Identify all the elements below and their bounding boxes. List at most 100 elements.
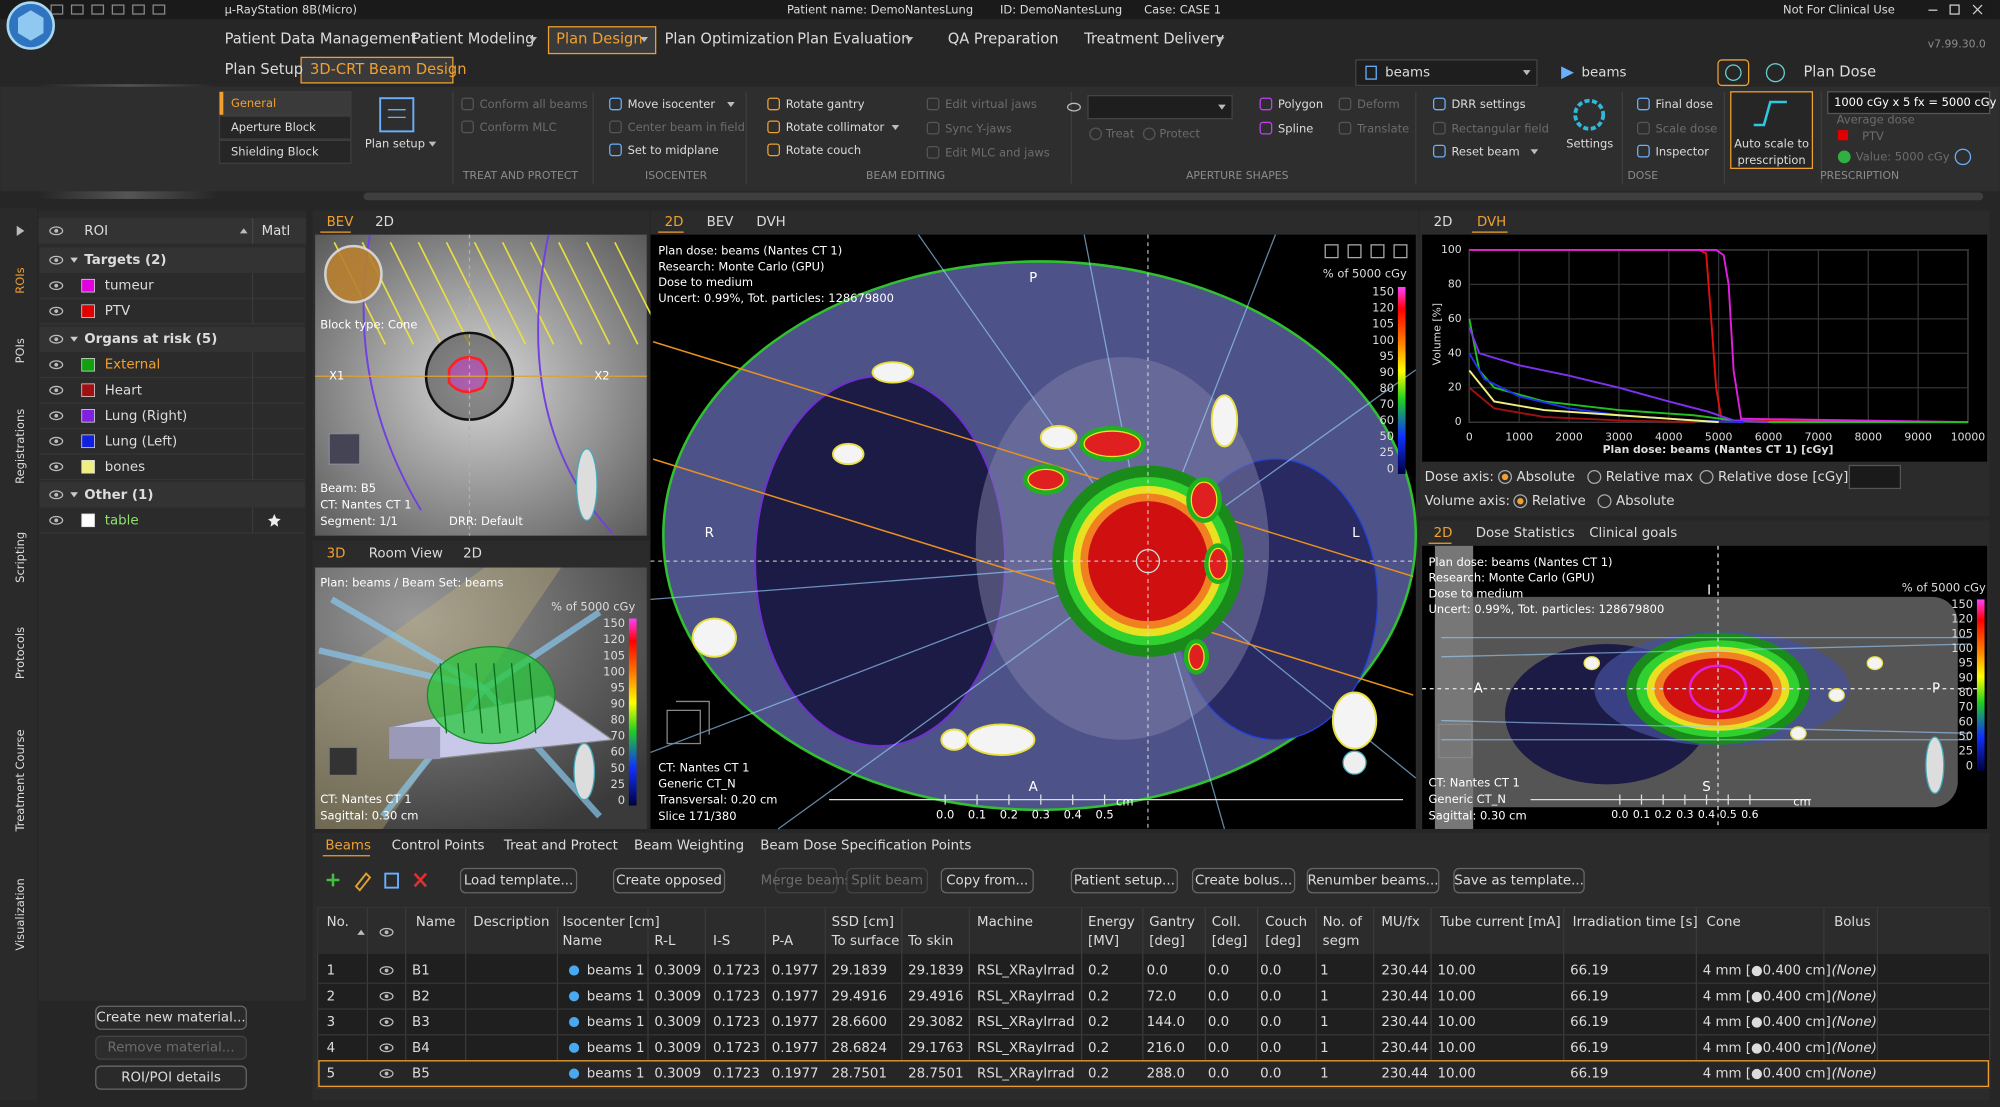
ribbon-tab[interactable]: Aperture Block <box>231 120 316 134</box>
ribbon-command[interactable]: Spline <box>1278 121 1313 135</box>
view-tab[interactable]: Clinical goals <box>1589 526 1677 541</box>
view-tab[interactable]: DVH <box>1477 215 1506 230</box>
button-label[interactable]: Renumber beams... <box>1308 874 1439 889</box>
auto-scale-label[interactable]: Auto scale to <box>1734 137 1809 151</box>
column-header[interactable]: Isocenter [cm] <box>563 915 660 930</box>
view-tab[interactable]: 2D <box>665 215 684 230</box>
roi-name[interactable]: Lung (Right) <box>105 409 188 424</box>
view-tab[interactable]: BEV <box>327 215 355 230</box>
button-label[interactable]: Save as template... <box>1454 874 1584 889</box>
button-label[interactable]: Create opposed <box>616 874 722 889</box>
menu-item[interactable]: QA Preparation <box>948 31 1059 48</box>
button-label[interactable]: Copy from... <box>946 874 1028 889</box>
column-header[interactable]: Tube current [mA] <box>1439 915 1561 930</box>
table-cell[interactable]: 4 <box>327 1041 336 1056</box>
table-cell[interactable]: 1 <box>327 964 336 979</box>
menu-item[interactable]: Plan Design <box>556 31 642 48</box>
ribbon-tab[interactable]: Shielding Block <box>231 144 319 158</box>
side-tab[interactable]: POIs <box>13 338 27 363</box>
ribbon-command[interactable]: Rotate collimator <box>786 120 885 134</box>
roi-name[interactable]: External <box>105 358 161 373</box>
menu-item[interactable]: Plan Evaluation <box>797 31 910 48</box>
menu-item[interactable]: Patient Data Management <box>225 31 417 48</box>
roi-group-label[interactable]: Other (1) <box>84 488 153 503</box>
table-cell[interactable]: 5 <box>327 1067 336 1082</box>
ribbon-command[interactable]: Settings <box>1566 137 1613 151</box>
column-header[interactable]: Description <box>473 915 549 930</box>
view-tab[interactable]: Dose Statistics <box>1476 526 1575 541</box>
view-tab[interactable]: Room View <box>369 547 443 562</box>
view-tab[interactable]: 2D <box>1434 215 1453 230</box>
column-header[interactable]: Gantry <box>1149 915 1195 930</box>
volume-axis-option[interactable]: Relative <box>1532 494 1586 509</box>
roi-group-label[interactable]: Organs at risk (5) <box>84 332 217 347</box>
button-label[interactable]: Load template... <box>464 874 573 889</box>
roi-name[interactable]: tumeur <box>105 279 154 294</box>
dose-selector[interactable]: Plan Dose <box>1803 64 1876 81</box>
beam-set-selector[interactable]: beams <box>1582 66 1627 81</box>
column-header[interactable]: Bolus <box>1834 915 1871 930</box>
ribbon-command[interactable]: Inspector <box>1656 144 1710 158</box>
ribbon-command[interactable]: Rotate gantry <box>786 97 865 111</box>
side-tab[interactable]: Scripting <box>13 532 27 583</box>
column-header[interactable]: SSD [cm] <box>832 915 894 930</box>
view-tab[interactable]: 2D <box>1434 526 1453 541</box>
table-cell[interactable]: 2 <box>327 989 336 1004</box>
ribbon-command[interactable]: Final dose <box>1656 97 1713 111</box>
view-tab[interactable]: DVH <box>756 215 785 230</box>
side-tab[interactable]: Registrations <box>13 409 27 484</box>
view-tab[interactable]: Beam Weighting <box>634 839 744 854</box>
plan-setup-button[interactable]: Plan setup <box>365 137 425 151</box>
view-tab[interactable]: 3D <box>327 547 346 562</box>
submenu-item[interactable]: Plan Setup <box>225 61 304 78</box>
column-header[interactable]: Machine <box>977 915 1033 930</box>
view-tab[interactable]: Treat and Protect <box>503 839 618 854</box>
ribbon-command[interactable]: Move isocenter <box>628 97 716 111</box>
column-header[interactable]: Couch <box>1265 915 1307 930</box>
button-label[interactable]: Create new material... <box>96 1011 245 1026</box>
column-header[interactable]: Coll. <box>1212 915 1241 930</box>
column-header[interactable]: Name <box>416 915 455 930</box>
side-tab[interactable]: ROIs <box>13 267 27 293</box>
menu-item[interactable]: Treatment Delivery <box>1083 31 1224 48</box>
plan-selector[interactable]: beams <box>1385 66 1430 81</box>
ribbon-command[interactable]: Polygon <box>1278 97 1323 111</box>
side-tab[interactable]: Visualization <box>13 878 27 950</box>
roi-name[interactable]: table <box>105 513 139 528</box>
roi-group-label[interactable]: Targets (2) <box>84 253 166 268</box>
side-tab[interactable]: Treatment Course <box>13 729 27 832</box>
button-label[interactable]: ROI/POI details <box>121 1071 221 1086</box>
view-tab[interactable]: 2D <box>463 547 482 562</box>
menu-item[interactable]: Plan Optimization <box>665 31 795 48</box>
ribbon-command[interactable]: Set to midplane <box>628 143 719 157</box>
ribbon-tab[interactable]: General <box>231 96 276 110</box>
view-tab[interactable]: Beam Dose Specification Points <box>760 839 971 854</box>
view-tab[interactable]: Control Points <box>392 839 485 854</box>
view-tab[interactable]: BEV <box>707 215 735 230</box>
table-cell[interactable]: 3 <box>327 1015 336 1030</box>
volume-axis-option[interactable]: Absolute <box>1616 494 1674 509</box>
menu-item[interactable]: Patient Modeling <box>412 31 534 48</box>
roi-name[interactable]: Lung (Left) <box>105 434 178 449</box>
column-header[interactable]: No. of <box>1323 915 1363 930</box>
column-header[interactable]: MU/fx <box>1381 915 1420 930</box>
column-header[interactable]: No. <box>327 915 349 930</box>
ribbon-command[interactable]: Rotate couch <box>786 143 861 157</box>
roi-name[interactable]: bones <box>105 460 145 475</box>
ribbon-command[interactable]: DRR settings <box>1451 97 1525 111</box>
auto-scale-label[interactable]: prescription <box>1737 153 1805 167</box>
side-tab[interactable]: Protocols <box>13 627 27 679</box>
button-label[interactable]: Create bolus... <box>1195 874 1292 889</box>
roi-name[interactable]: PTV <box>105 304 131 319</box>
column-header[interactable]: Irradiation time [s] <box>1573 915 1698 930</box>
button-label[interactable]: Patient setup... <box>1074 874 1175 889</box>
dose-axis-option[interactable]: Absolute <box>1517 470 1575 485</box>
column-header[interactable]: Energy <box>1088 915 1135 930</box>
ribbon-command[interactable]: Reset beam <box>1451 144 1519 158</box>
roi-name[interactable]: Heart <box>105 383 142 398</box>
dose-axis-option[interactable]: Relative max <box>1606 470 1693 485</box>
view-tab[interactable]: 2D <box>375 215 394 230</box>
submenu-item[interactable]: 3D-CRT Beam Design <box>310 61 466 78</box>
column-header[interactable]: Cone <box>1707 915 1741 930</box>
dose-axis-option[interactable]: Relative dose [cGy]: <box>1718 470 1853 485</box>
